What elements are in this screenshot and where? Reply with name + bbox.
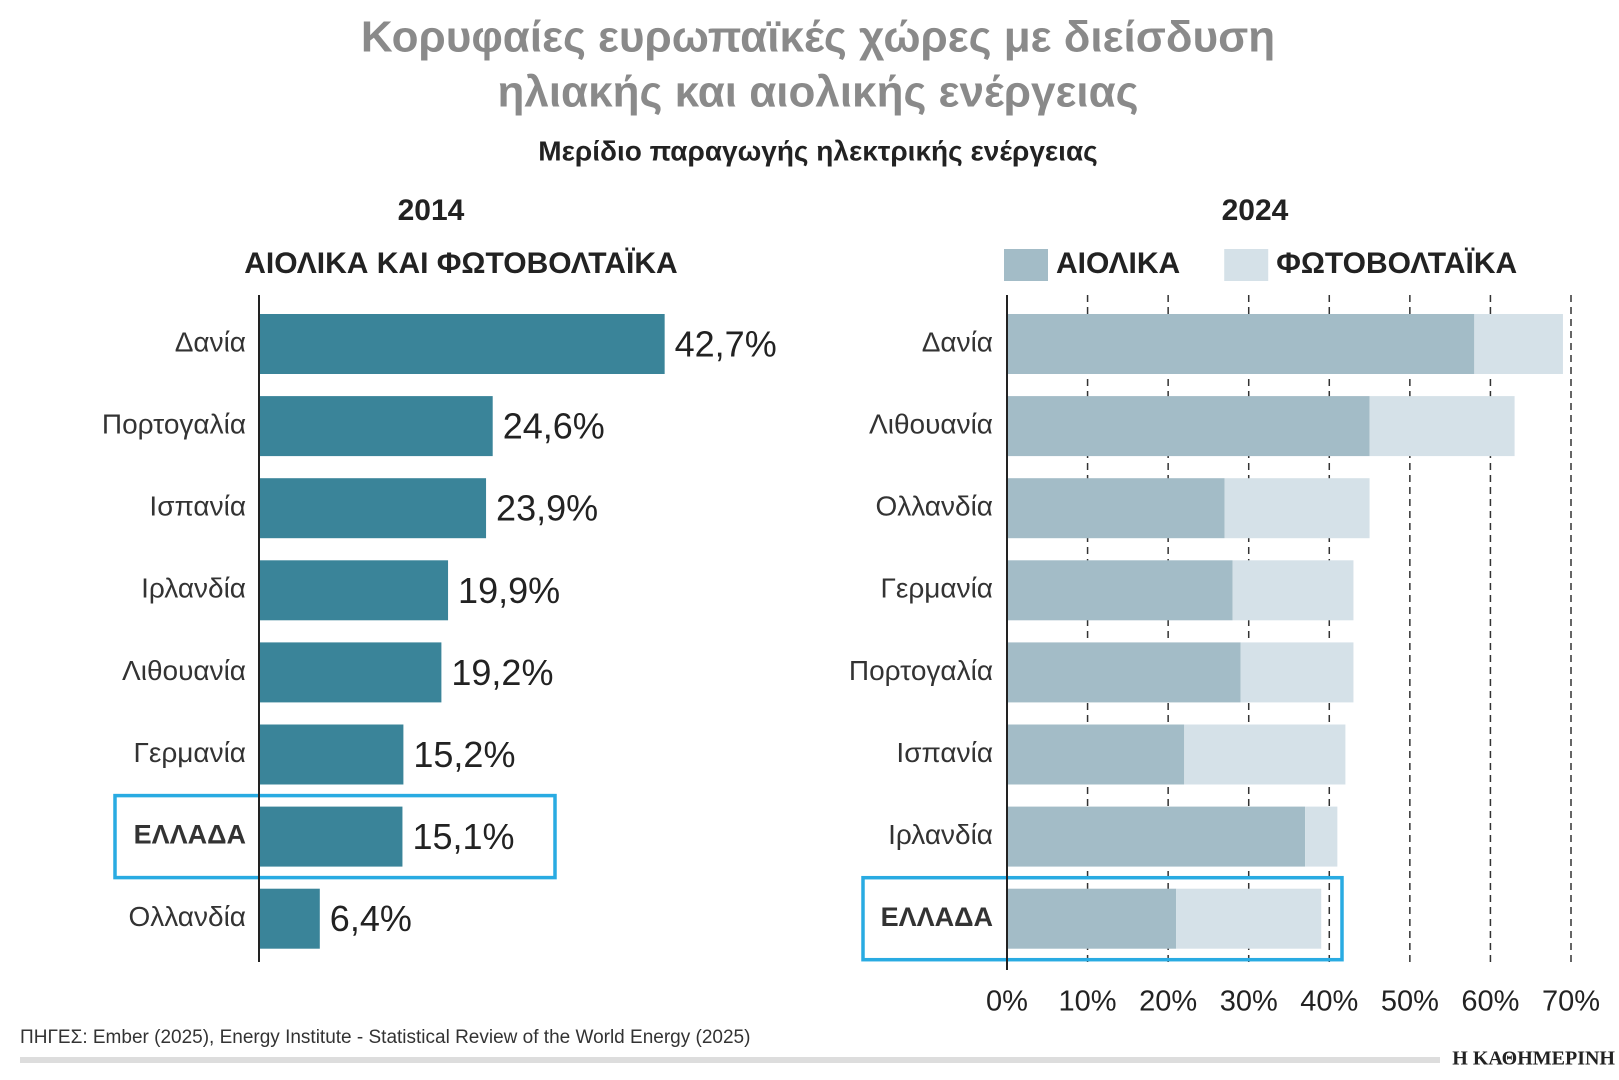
bar-segment — [1176, 888, 1322, 949]
legend-label: ΦΩΤΟΒΟΛΤΑΪΚΑ — [1276, 247, 1517, 280]
bar — [259, 396, 493, 457]
x-tick-label: 0% — [986, 986, 1028, 1018]
y-tick-label: Δανία — [175, 326, 246, 357]
bar-segment — [1007, 888, 1177, 949]
bar-segment — [1224, 478, 1370, 539]
panel-subtitle: ΑΙΟΛΙΚΑ ΚΑΙ ΦΩΤΟΒΟΛΤΑΪΚΑ — [244, 247, 677, 280]
y-tick-label: Ιρλανδία — [141, 573, 246, 604]
brand: Η ΚΑΘΗΜΕΡΙΝΗ — [1452, 1048, 1615, 1070]
value-label: 24,6% — [503, 406, 605, 447]
highlight-box — [861, 875, 1344, 962]
source: ΠΗΓΕΣ: Ember (2025), Energy Institute - … — [20, 1027, 750, 1048]
bar-segment — [1007, 396, 1370, 457]
x-tick-label: 20% — [1139, 986, 1197, 1018]
value-label: 19,9% — [458, 570, 560, 611]
bar-segment — [1007, 478, 1225, 539]
y-tick-label: Πορτογαλία — [849, 655, 993, 686]
x-tick-label: 30% — [1220, 986, 1278, 1018]
bar-segment — [1369, 396, 1515, 457]
bar-segment — [1007, 560, 1233, 621]
legend-swatch — [1004, 249, 1048, 281]
y-tick-label: Δανία — [922, 326, 993, 357]
bar-segment — [1474, 314, 1563, 374]
value-label: 23,9% — [496, 488, 598, 529]
y-tick-label: Γερμανία — [133, 737, 246, 768]
bar — [259, 560, 449, 621]
y-tick-label: Ισπανία — [149, 491, 246, 522]
bar-segment — [1007, 724, 1185, 785]
x-tick-label: 60% — [1461, 986, 1519, 1018]
x-tick-label: 40% — [1300, 986, 1358, 1018]
bar-segment — [1240, 642, 1354, 703]
y-tick-label: ΕΛΛΑΔΑ — [881, 902, 993, 932]
value-label: 6,4% — [330, 898, 412, 939]
y-tick-label: Ισπανία — [896, 737, 993, 768]
bar — [259, 888, 320, 949]
bar-segment — [1305, 806, 1338, 867]
value-label: 42,7% — [675, 324, 777, 365]
bar-segment — [1007, 806, 1306, 867]
bar — [259, 724, 404, 785]
chart-subtitle: Μερίδιο παραγωγής ηλεκτρικής ενέργειας — [538, 135, 1097, 166]
chart-title: Κορυφαίες ευρωπαϊκές χώρες με διείσδυση — [361, 13, 1275, 62]
y-tick-label: Ιρλανδία — [888, 819, 993, 850]
y-tick-label: Λιθουανία — [869, 408, 993, 439]
y-tick-label: ΕΛΛΑΔΑ — [134, 820, 246, 850]
y-tick-label: Ολλανδία — [875, 491, 993, 522]
bar — [259, 478, 487, 539]
panel-title: 2024 — [1222, 194, 1289, 227]
x-tick-label: 10% — [1059, 986, 1117, 1018]
chart-title: ηλιακής και αιολικής ενέργειας — [497, 68, 1138, 117]
value-label: 15,2% — [413, 734, 515, 775]
bar — [259, 806, 403, 867]
y-tick-label: Λιθουανία — [122, 655, 246, 686]
y-tick-label: Γερμανία — [880, 573, 993, 604]
bar-segment — [1007, 642, 1241, 703]
legend-label: ΑΙΟΛΙΚΑ — [1056, 247, 1180, 280]
bar — [259, 314, 665, 374]
value-label: 15,1% — [412, 816, 514, 857]
x-tick-label: 50% — [1381, 986, 1439, 1018]
x-tick-label: 70% — [1542, 986, 1600, 1018]
y-tick-label: Πορτογαλία — [102, 408, 246, 439]
bar-segment — [1007, 314, 1475, 374]
bar — [259, 642, 442, 703]
y-tick-label: Ολλανδία — [128, 901, 246, 932]
highlight-box — [113, 793, 557, 880]
bar-segment — [1232, 560, 1354, 621]
bar-segment — [1184, 724, 1346, 785]
panel-title: 2014 — [398, 194, 465, 227]
legend-swatch — [1224, 249, 1269, 281]
value-label: 19,2% — [451, 652, 553, 693]
